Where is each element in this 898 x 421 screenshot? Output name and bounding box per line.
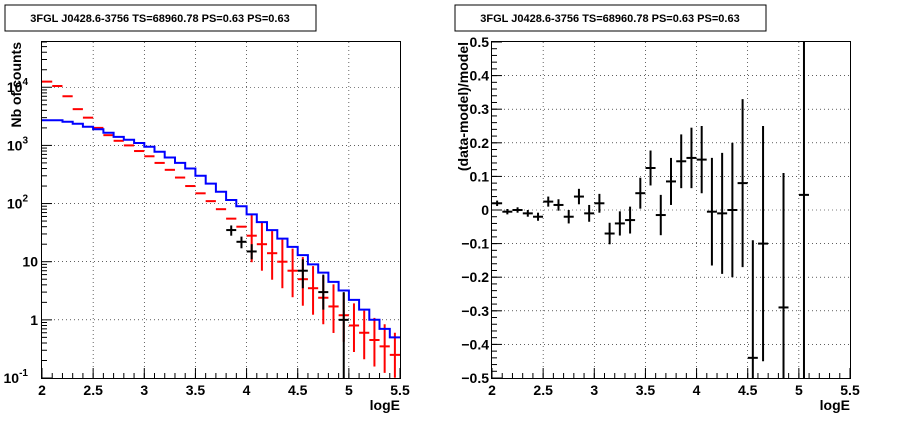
right-x-tick-label: 5.5 [840,382,860,398]
right-x-tick-label: 3 [590,382,598,398]
left-y-tick-label: 10 [22,254,38,270]
right-marks [492,42,809,378]
right-y-tick-label: −0.3 [461,303,489,319]
left-x-tick-label: 2.5 [83,382,103,398]
right-x-tick-label: 5 [795,382,803,398]
right-x-tick-label: 4.5 [738,382,758,398]
blue-model-histogram [42,119,400,339]
right-y-tick-label: −0.5 [461,370,489,386]
left-y-tick-label: 103 [7,135,29,153]
right-x-tick-label: 3.5 [636,382,656,398]
right-x-tick-label: 4 [693,382,701,398]
left-x-tick-label: 4.5 [288,382,308,398]
right-grid [492,42,850,378]
left-x-tick-label: 2 [38,382,46,398]
right-panel: 3FGL J0428.6-3756 TS=68960.78 PS=0.63 PS… [454,4,860,413]
right-y-tick-label: 0.3 [470,101,490,117]
right-chart-title: 3FGL J0428.6-3756 TS=68960.78 PS=0.63 PS… [480,13,739,25]
left-y-tick-label: 10-1 [4,368,29,386]
left-grid [42,42,400,378]
right-y-tick-label: 0.1 [470,168,490,184]
left-panel: 3FGL J0428.6-3756 TS=68960.78 PS=0.63 PS… [4,4,410,413]
left-x-tick-label: 4 [243,382,251,398]
left-axes: 2 2.5 3 3.5 4 4.5 5 5.5 10-1 1 10 102 103 104 [4,41,410,398]
right-y-tick-label: 0.2 [470,135,490,151]
right-title-box [454,4,767,32]
right-axes: 2 2.5 3 3.5 4 4.5 5 5.5 0.5 0.4 0.3 0.2 0.1 0 −0.1 −0.2… [461,34,860,398]
left-x-tick-label: 5 [345,382,353,398]
left-y-tick-label: 102 [7,194,29,212]
right-y-tick-label: 0 [481,202,489,218]
right-x-tick-label: 2 [488,382,496,398]
right-y-tick-label: 0.4 [470,68,490,84]
left-xlabel: logE [370,397,400,413]
left-chart-title: 3FGL J0428.6-3756 TS=68960.78 PS=0.63 PS… [30,13,289,25]
right-xlabel: logE [820,397,850,413]
left-ylabel: Nb of counts [8,42,24,128]
right-y-tick-label: −0.1 [461,236,489,252]
right-y-tick-label: 0.5 [470,34,490,50]
left-x-tick-label: 5.5 [390,382,410,398]
right-ylabel: (data-model)/model [455,42,471,171]
left-y-tick-label: 104 [7,77,29,95]
left-plot-frame [41,41,401,379]
left-marks [42,80,400,378]
left-x-tick-label: 3 [140,382,148,398]
right-x-tick-label: 2.5 [533,382,553,398]
left-title-box [4,4,317,32]
right-y-tick-label: −0.4 [461,336,489,352]
right-plot-frame [491,41,851,379]
left-y-tick-label: 1 [30,312,38,328]
right-y-tick-label: −0.2 [461,269,489,285]
left-x-tick-label: 3.5 [186,382,206,398]
